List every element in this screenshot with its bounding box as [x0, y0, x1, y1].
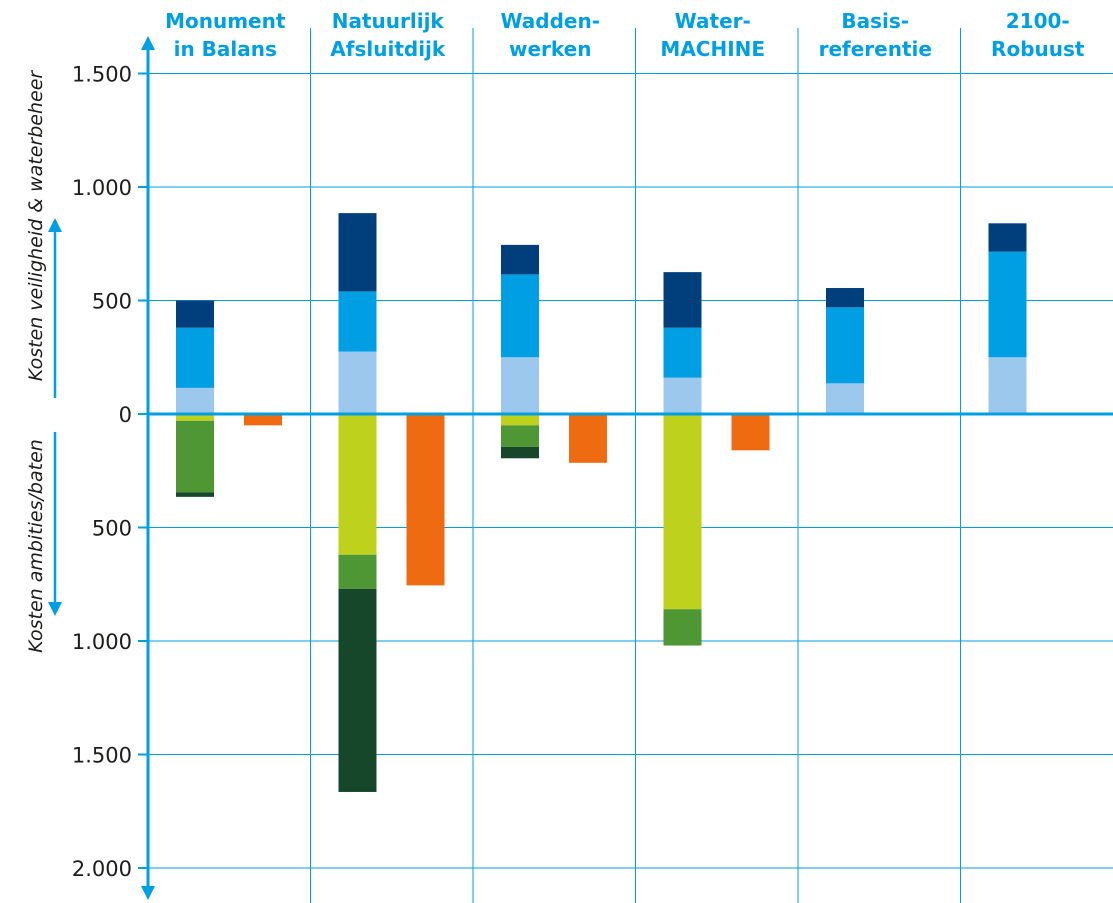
bar-segment-blue — [663, 327, 702, 378]
category-label: Monument in Balans — [165, 9, 286, 61]
y-tick-label: 500 — [92, 517, 132, 541]
bar-segment-lime — [176, 414, 214, 421]
bar-segment-dark_green — [501, 446, 539, 459]
category-label-line: werken — [509, 37, 591, 61]
category-label-line: Robuust — [991, 37, 1085, 61]
y-tick-label: 500 — [92, 290, 132, 314]
category-label-line: referentie — [819, 37, 932, 61]
bar-segment-dark_green — [338, 588, 377, 792]
bar-segment-green — [663, 609, 702, 646]
bar-segment-orange — [569, 414, 607, 463]
y-axis-label-bottom: Kosten ambities/baten — [25, 439, 47, 653]
category-label-line: Afsluitdijk — [330, 37, 446, 61]
bar-segment-dark_blue — [988, 223, 1027, 252]
category-label-line: MACHINE — [660, 37, 765, 61]
bar-segment-dark_blue — [176, 300, 214, 328]
arrow-down-icon — [141, 886, 155, 900]
bar-segment-dark_green — [176, 492, 214, 497]
bar-segment-lime — [338, 414, 377, 555]
y-axis-label-top: Kosten veiligheid & waterbeheer — [25, 70, 47, 382]
bar-segment-orange — [406, 414, 445, 586]
y-tick-label: 2.000 — [72, 857, 132, 881]
bar-segment-light_blue — [501, 357, 539, 414]
y-tick-label: 0 — [119, 403, 132, 427]
tick-labels: 1.500 1.000 500 0 500 1.000 1.500 2.000 — [72, 63, 132, 882]
bar-segment-blue — [988, 251, 1027, 358]
bar-segment-green — [501, 425, 539, 447]
bar-segment-light_blue — [826, 383, 864, 414]
bar-segment-blue — [176, 327, 214, 388]
bar-segment-blue — [501, 274, 539, 358]
bar-segment-light_blue — [663, 377, 702, 414]
y-tick-label: 1.000 — [72, 176, 132, 200]
bar-segment-green — [176, 420, 214, 493]
bar-segment-dark_blue — [826, 288, 864, 308]
bar-segment-light_blue — [338, 351, 377, 414]
bar-segment-dark_blue — [338, 213, 377, 292]
axes — [138, 36, 1113, 900]
category-label-line: 2100- — [1006, 9, 1070, 33]
side-arrow-down-icon — [48, 602, 62, 616]
bar-segment-green — [338, 554, 377, 589]
y-tick-label: 1.000 — [72, 630, 132, 654]
category-label: Wadden-werken — [500, 9, 600, 61]
category-label: Water- MACHINE — [660, 9, 765, 61]
bar-segment-dark_blue — [501, 244, 539, 275]
category-labels: Monument in Balans Natuurlijk Afsluitdijk Wa… — [165, 9, 1085, 61]
side-arrow-up-icon — [48, 218, 62, 232]
category-label: 2100- Robuust — [991, 9, 1085, 61]
category-label-line: Water- — [675, 9, 751, 33]
bar-segment-dark_blue — [663, 272, 702, 328]
bar-segment-orange — [244, 414, 282, 426]
bar-segment-blue — [826, 307, 864, 384]
y-tick-label: 1.500 — [72, 63, 132, 87]
bar-segment-blue — [338, 291, 377, 352]
y-tick-label: 1.500 — [72, 744, 132, 768]
category-label-line: Monument — [165, 9, 286, 33]
category-label-line: in Balans — [174, 37, 277, 61]
gridlines — [148, 28, 1113, 903]
arrow-up-icon — [141, 36, 155, 50]
bar-segment-lime — [501, 414, 539, 426]
category-label-line: Natuurlijk — [332, 9, 445, 33]
bar-segment-lime — [663, 414, 702, 610]
bar-segment-light_blue — [176, 387, 214, 414]
bar-segment-orange — [731, 414, 770, 451]
category-label: Natuurlijk Afsluitdijk — [330, 9, 446, 61]
bar-segment-light_blue — [988, 357, 1027, 414]
bars — [176, 213, 1027, 792]
category-label: Basis-referentie — [819, 9, 932, 61]
category-label-line: Wadden- — [500, 9, 600, 33]
side-arrows — [48, 218, 62, 616]
category-label-line: Basis- — [841, 9, 909, 33]
